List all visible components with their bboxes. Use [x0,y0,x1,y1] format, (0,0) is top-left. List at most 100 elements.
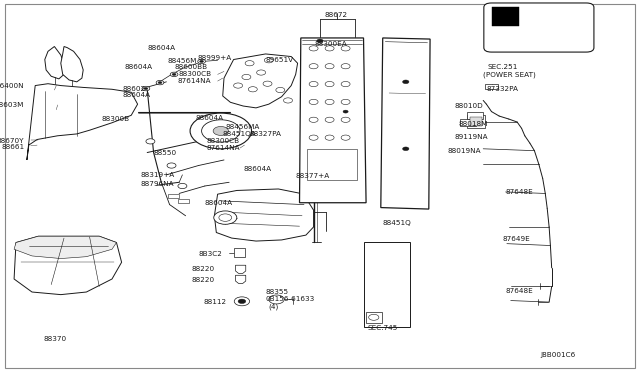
Text: 88300CB: 88300CB [207,138,240,144]
Text: 88300B: 88300B [101,116,129,122]
Circle shape [202,120,240,142]
Circle shape [325,171,334,176]
Text: 88112: 88112 [204,299,227,305]
Text: (POWER SEAT): (POWER SEAT) [483,71,536,78]
Text: 88550: 88550 [154,150,177,155]
Circle shape [341,153,350,158]
Circle shape [369,314,379,320]
Circle shape [341,64,350,69]
Text: 87332PA: 87332PA [486,86,518,92]
Text: 88604A: 88604A [125,64,153,70]
Text: 88600BB: 88600BB [174,64,207,70]
Text: 88370: 88370 [44,336,67,342]
Circle shape [325,99,334,105]
Text: 87649E: 87649E [502,236,530,242]
Polygon shape [381,38,430,209]
Circle shape [325,46,334,51]
Circle shape [242,74,251,80]
Circle shape [284,98,292,103]
Circle shape [309,99,318,105]
Circle shape [309,117,318,122]
Circle shape [158,81,162,84]
Bar [168,194,179,198]
Circle shape [234,83,243,88]
Text: (4): (4) [269,304,279,310]
Circle shape [257,70,266,75]
Bar [467,115,485,128]
Polygon shape [223,54,298,108]
Text: 88796NA: 88796NA [141,181,175,187]
Circle shape [219,214,232,221]
Circle shape [325,64,334,69]
Text: 88019NA: 88019NA [448,148,482,154]
Circle shape [309,64,318,69]
Circle shape [234,297,250,306]
Polygon shape [27,84,138,160]
Circle shape [167,163,176,168]
Text: 88604A: 88604A [123,92,151,98]
Polygon shape [45,46,64,79]
Circle shape [341,171,350,176]
Text: 88604A: 88604A [205,200,233,206]
Bar [234,248,245,257]
Bar [307,149,357,180]
Circle shape [213,126,228,135]
Polygon shape [300,38,366,203]
Text: 88604A: 88604A [147,45,175,51]
Polygon shape [14,236,122,295]
Polygon shape [236,265,246,273]
Text: 88010D: 88010D [454,103,483,109]
Circle shape [144,87,148,90]
Bar [366,312,382,323]
Text: 87648E: 87648E [506,288,533,294]
Text: 88220: 88220 [192,266,215,272]
Circle shape [214,211,237,224]
Text: 88451QA: 88451QA [223,131,257,137]
Circle shape [325,81,334,87]
Circle shape [264,58,273,63]
Circle shape [325,117,334,122]
Bar [485,84,498,89]
Circle shape [142,86,150,91]
Bar [470,117,482,126]
Polygon shape [236,275,246,283]
Polygon shape [14,236,116,259]
Circle shape [341,81,350,87]
Circle shape [325,135,334,140]
Polygon shape [214,189,314,241]
Circle shape [178,183,187,189]
Bar [364,242,410,327]
Text: 88456M: 88456M [168,58,197,64]
Text: 88456MA: 88456MA [225,124,260,130]
Circle shape [309,81,318,87]
Text: 88319+A: 88319+A [141,172,175,178]
Circle shape [309,153,318,158]
Circle shape [200,60,204,62]
Circle shape [146,139,155,144]
Text: 88999+A: 88999+A [197,55,232,61]
Text: 88300CB: 88300CB [178,71,211,77]
Text: 88327PA: 88327PA [250,131,282,137]
Text: 88604A: 88604A [243,166,271,172]
Text: 89119NA: 89119NA [454,134,488,140]
Bar [467,112,483,119]
Circle shape [341,117,350,122]
Bar [492,7,519,26]
Text: 0B156-61633: 0B156-61633 [266,296,315,302]
Text: 88220: 88220 [192,277,215,283]
Text: 88300EA: 88300EA [315,41,348,47]
Circle shape [341,99,350,105]
Circle shape [269,295,284,304]
Circle shape [190,113,252,149]
Text: 87614NA: 87614NA [206,145,240,151]
Circle shape [245,61,254,66]
Circle shape [341,46,350,51]
Circle shape [172,73,176,76]
Circle shape [403,80,409,84]
Text: 87648E: 87648E [506,189,533,195]
Text: 88604A: 88604A [195,115,223,121]
Text: 88451Q: 88451Q [383,220,412,226]
Text: 88602: 88602 [123,86,146,92]
Circle shape [198,59,205,64]
Text: 88603M: 88603M [0,102,24,108]
